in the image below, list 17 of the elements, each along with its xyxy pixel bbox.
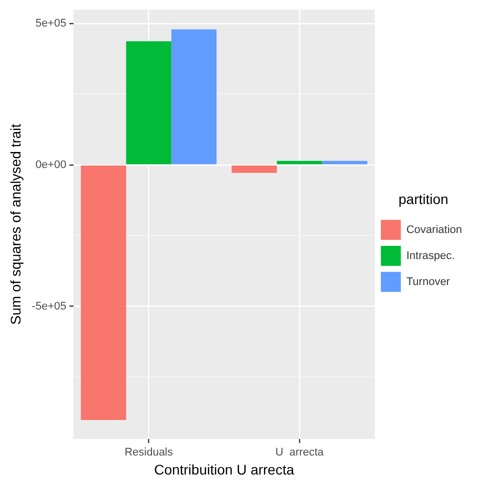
bar xyxy=(232,165,277,173)
bar xyxy=(322,160,368,164)
bar xyxy=(276,160,322,164)
bar xyxy=(171,29,217,164)
legend-label: Turnover xyxy=(406,276,450,288)
y-tick-label: 0e+00 xyxy=(35,158,66,171)
y-axis-title: Sum of squares of analysed trait xyxy=(7,124,24,325)
legend-label: Covariation xyxy=(406,224,462,236)
x-tick-label: U arrecta xyxy=(275,446,325,459)
bar xyxy=(126,41,172,164)
legend-title: partition xyxy=(398,190,448,207)
x-tick-label: Residuals xyxy=(124,446,174,459)
x-axis-title: Contribuition U arrecta xyxy=(154,461,294,478)
legend-label: Intraspec. xyxy=(406,250,455,262)
y-tick-label: -5e+05 xyxy=(32,300,66,312)
y-tick-label: 5e+05 xyxy=(35,17,66,30)
bar xyxy=(80,165,126,420)
